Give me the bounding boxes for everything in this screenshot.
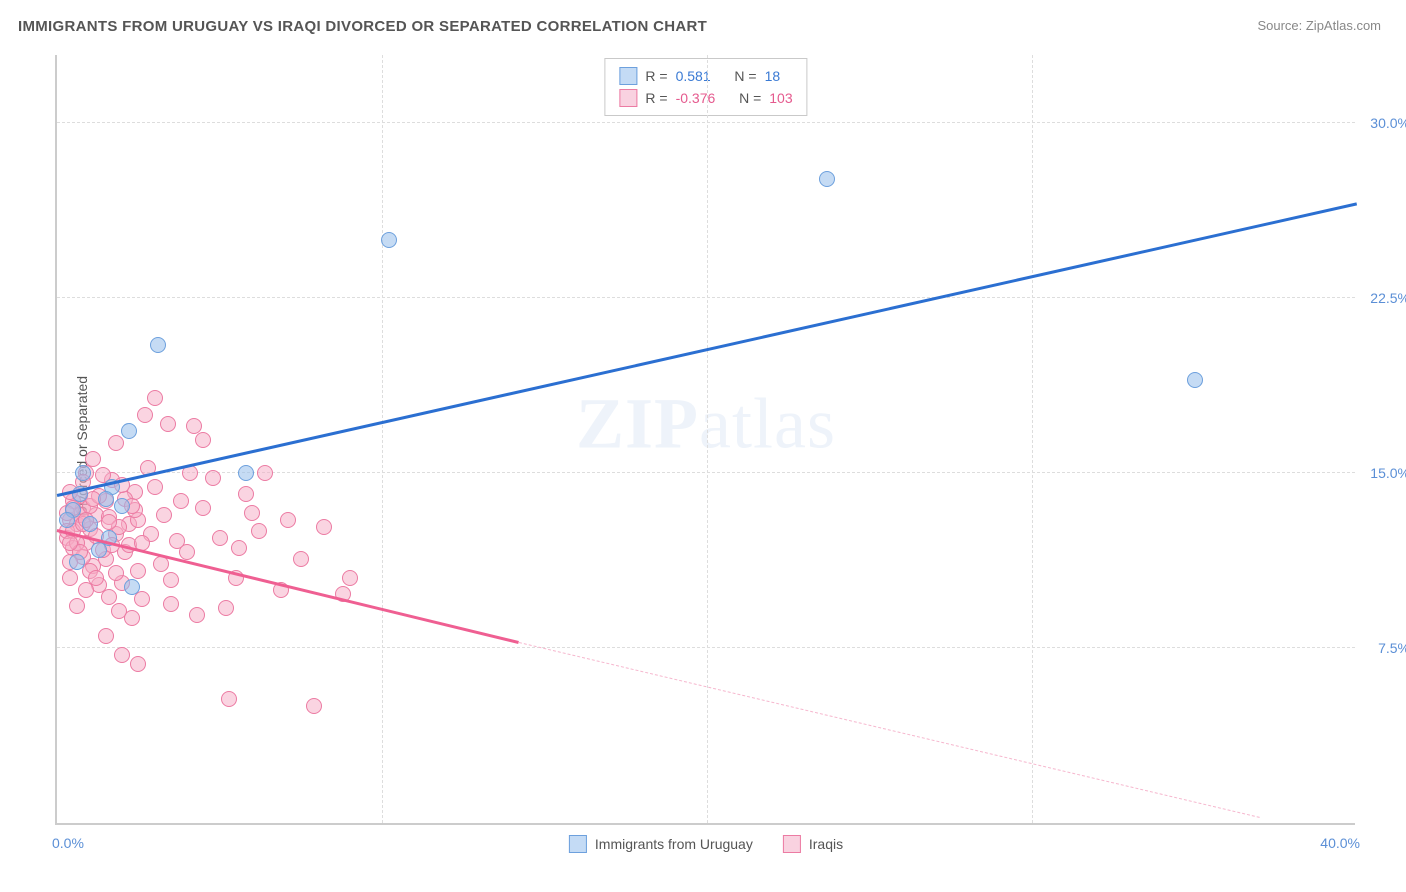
data-point-blue — [114, 498, 130, 514]
data-point-blue — [59, 512, 75, 528]
legend-item-pink: Iraqis — [783, 835, 843, 853]
data-point-pink — [108, 435, 124, 451]
data-point-pink — [163, 596, 179, 612]
data-point-blue — [150, 337, 166, 353]
data-point-pink — [147, 390, 163, 406]
data-point-pink — [186, 418, 202, 434]
data-point-pink — [342, 570, 358, 586]
watermark-bold: ZIP — [576, 383, 699, 463]
data-point-pink — [153, 556, 169, 572]
data-point-pink — [69, 598, 85, 614]
data-point-pink — [156, 507, 172, 523]
gridline-h — [57, 122, 1355, 123]
data-point-pink — [189, 607, 205, 623]
y-tick-label: 15.0% — [1360, 465, 1406, 481]
data-point-pink — [130, 563, 146, 579]
gridline-v — [382, 55, 383, 823]
data-point-pink — [163, 572, 179, 588]
data-point-pink — [244, 505, 260, 521]
data-point-blue — [82, 516, 98, 532]
legend-label-blue: Immigrants from Uruguay — [595, 836, 753, 852]
y-tick-label: 7.5% — [1360, 640, 1406, 656]
legend-swatch-pink-icon — [783, 835, 801, 853]
data-point-blue — [75, 465, 91, 481]
chart-title: IMMIGRANTS FROM URUGUAY VS IRAQI DIVORCE… — [18, 18, 707, 35]
data-point-pink — [160, 416, 176, 432]
legend-n-label: N = — [734, 65, 756, 87]
x-tick-min: 0.0% — [52, 835, 84, 851]
data-point-blue — [69, 554, 85, 570]
data-point-pink — [124, 610, 140, 626]
data-point-pink — [88, 570, 104, 586]
legend-item-blue: Immigrants from Uruguay — [569, 835, 753, 853]
legend-r-blue: 0.581 — [676, 65, 711, 87]
legend-r-pink: -0.376 — [676, 87, 716, 109]
legend-n-label: N = — [739, 87, 761, 109]
data-point-pink — [179, 544, 195, 560]
watermark-rest: atlas — [699, 383, 836, 463]
legend-swatch-blue-icon — [569, 835, 587, 853]
data-point-pink — [130, 656, 146, 672]
data-point-pink — [218, 600, 234, 616]
data-point-blue — [238, 465, 254, 481]
data-point-pink — [293, 551, 309, 567]
data-point-pink — [137, 407, 153, 423]
y-tick-label: 30.0% — [1360, 115, 1406, 131]
data-point-pink — [221, 691, 237, 707]
legend-swatch-blue — [619, 67, 637, 85]
gridline-h — [57, 297, 1355, 298]
data-point-pink — [195, 500, 211, 516]
y-tick-label: 22.5% — [1360, 290, 1406, 306]
source-label: Source: ZipAtlas.com — [1257, 18, 1381, 33]
data-point-pink — [108, 565, 124, 581]
data-point-pink — [101, 589, 117, 605]
data-point-pink — [98, 628, 114, 644]
data-point-pink — [147, 479, 163, 495]
data-point-blue — [1187, 372, 1203, 388]
data-point-pink — [306, 698, 322, 714]
data-point-blue — [381, 232, 397, 248]
data-point-pink — [62, 535, 78, 551]
series-legend: Immigrants from Uruguay Iraqis — [569, 835, 843, 853]
legend-label-pink: Iraqis — [809, 836, 843, 852]
x-tick-max: 40.0% — [1320, 835, 1360, 851]
legend-r-label: R = — [645, 65, 667, 87]
legend-swatch-pink — [619, 89, 637, 107]
data-point-pink — [62, 570, 78, 586]
data-point-pink — [257, 465, 273, 481]
data-point-blue — [819, 171, 835, 187]
data-point-pink — [251, 523, 267, 539]
data-point-blue — [121, 423, 137, 439]
gridline-h — [57, 647, 1355, 648]
data-point-pink — [205, 470, 221, 486]
chart-plot-area: ZIPatlas R = 0.581 N = 18 R = -0.376 N =… — [55, 55, 1355, 825]
data-point-pink — [238, 486, 254, 502]
legend-n-blue: 18 — [765, 65, 781, 87]
legend-n-pink: 103 — [769, 87, 792, 109]
gridline-v — [1032, 55, 1033, 823]
legend-row-blue: R = 0.581 N = 18 — [619, 65, 792, 87]
data-point-pink — [101, 514, 117, 530]
gridline-v — [707, 55, 708, 823]
legend-r-label: R = — [645, 87, 667, 109]
correlation-legend: R = 0.581 N = 18 R = -0.376 N = 103 — [604, 58, 807, 116]
data-point-pink — [195, 432, 211, 448]
watermark: ZIPatlas — [576, 382, 836, 465]
data-point-pink — [231, 540, 247, 556]
data-point-pink — [316, 519, 332, 535]
trendline-pink-extrapolated — [518, 642, 1259, 818]
data-point-pink — [280, 512, 296, 528]
data-point-pink — [212, 530, 228, 546]
data-point-pink — [114, 647, 130, 663]
data-point-pink — [173, 493, 189, 509]
data-point-blue — [124, 579, 140, 595]
data-point-blue — [98, 491, 114, 507]
legend-row-pink: R = -0.376 N = 103 — [619, 87, 792, 109]
